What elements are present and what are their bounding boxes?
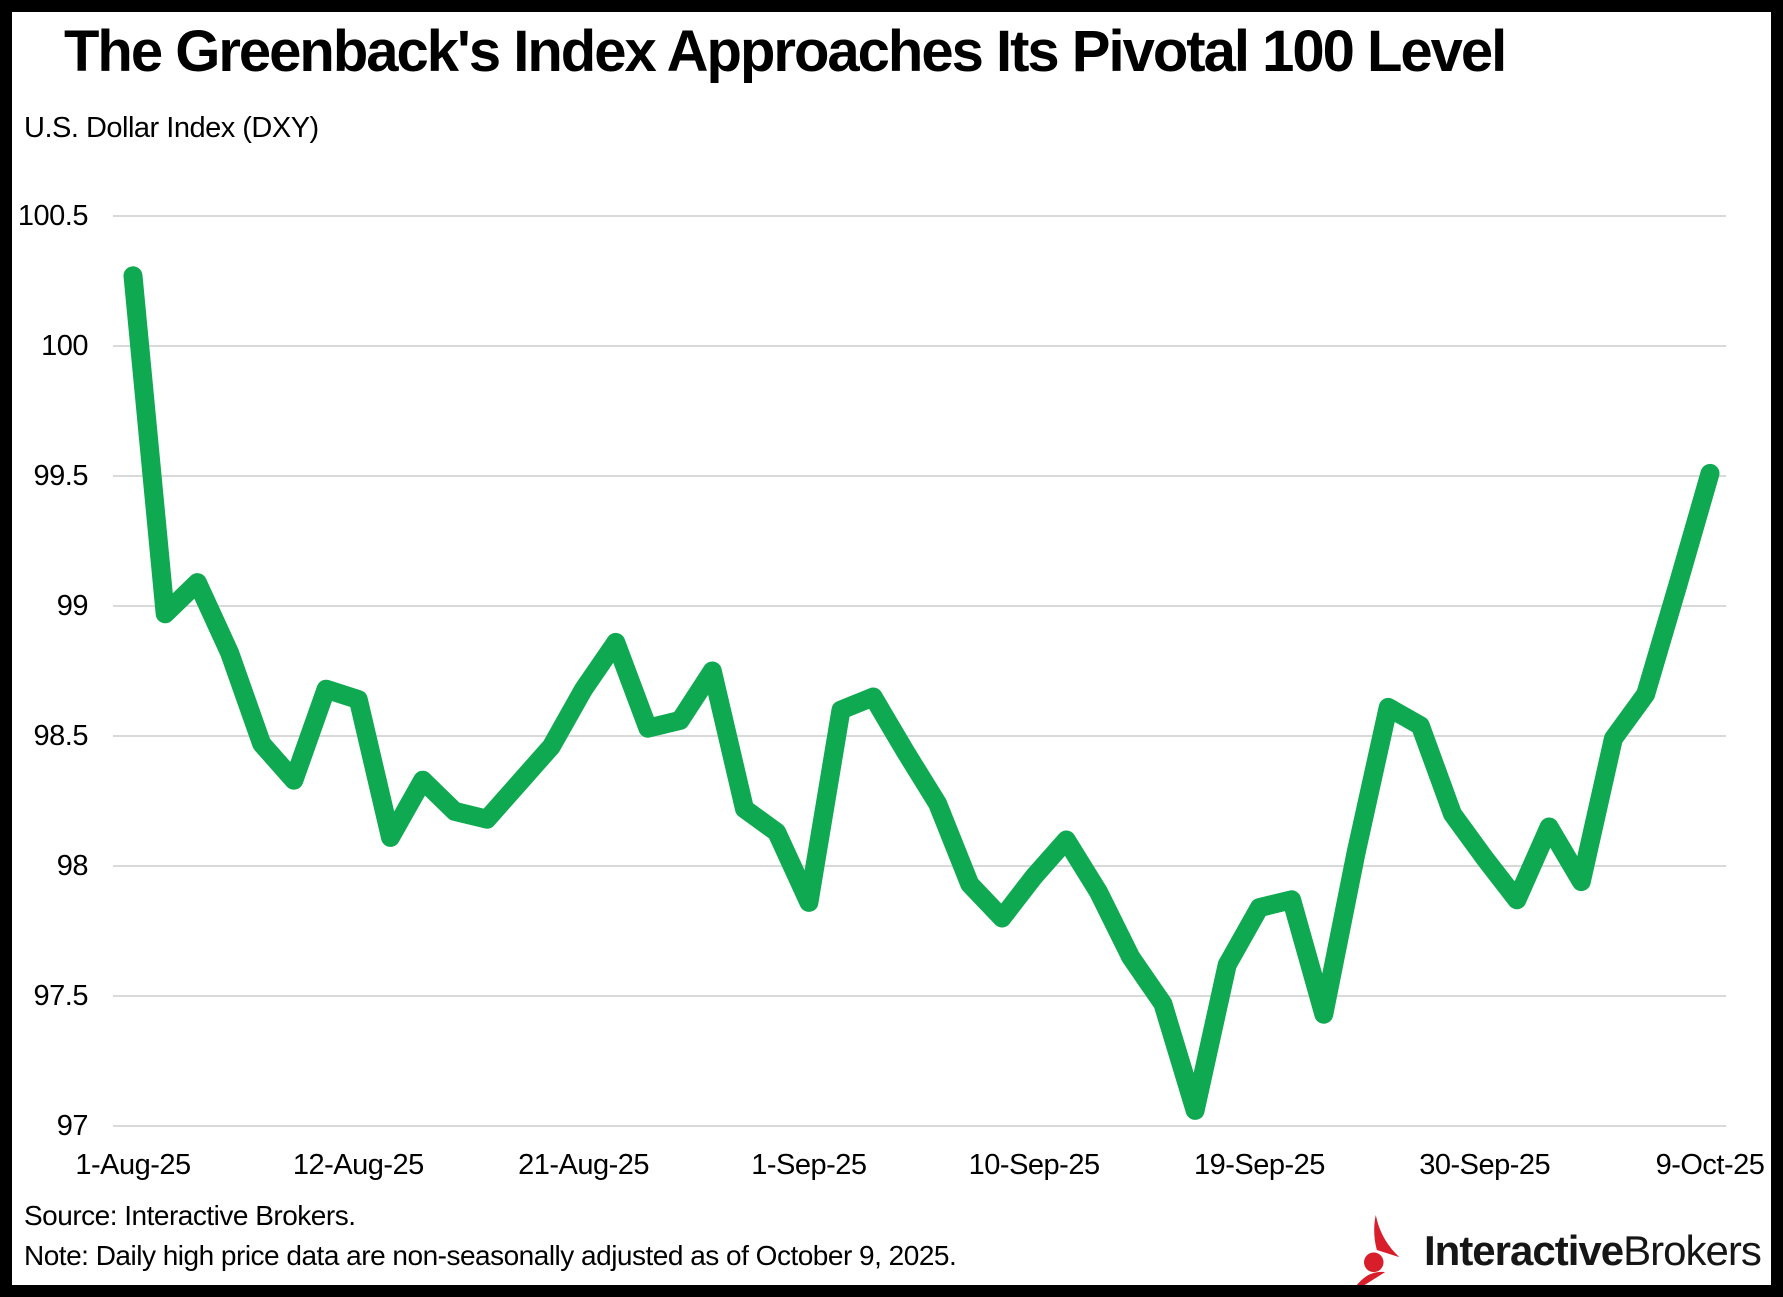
source-text: Source: Interactive Brokers. [24, 1200, 356, 1231]
logo-word-interactive: Interactive [1424, 1227, 1624, 1274]
y-axis-title: U.S. Dollar Index (DXY) [24, 112, 319, 144]
dxy-series-line [123, 266, 1720, 1120]
x-tick-label: 9-Oct-25 [1655, 1149, 1765, 1181]
x-tick-label: 30-Sep-25 [1419, 1149, 1551, 1181]
interactive-brokers-logo: InteractiveBrokers [1352, 1214, 1762, 1288]
x-tick-label: 21-Aug-25 [518, 1149, 650, 1181]
y-tick-label: 98 [56, 850, 89, 882]
y-tick-label: 99.5 [33, 460, 89, 492]
y-tick-label: 97.5 [33, 980, 89, 1012]
note-text: Note: Daily high price data are non-seas… [24, 1240, 957, 1271]
x-tick-label: 10-Sep-25 [968, 1149, 1100, 1181]
page-title: The Greenback's Index Approaches Its Piv… [64, 19, 1507, 84]
x-tick-label: 12-Aug-25 [292, 1149, 424, 1181]
y-tick-label: 100 [41, 330, 88, 362]
x-tick-label: 19-Sep-25 [1193, 1149, 1325, 1181]
logo-word-brokers: Brokers [1623, 1227, 1762, 1274]
y-tick-label: 97 [56, 1110, 89, 1142]
interactive-brokers-mark-icon [1355, 1215, 1400, 1287]
logo-wordmark: InteractiveBrokers [1424, 1227, 1762, 1275]
x-tick-label: 1-Sep-25 [751, 1149, 867, 1181]
y-tick-label: 98.5 [33, 720, 89, 752]
y-tick-label: 99 [56, 590, 89, 622]
x-tick-label: 1-Aug-25 [75, 1149, 191, 1181]
y-tick-label: 100.5 [17, 200, 89, 232]
